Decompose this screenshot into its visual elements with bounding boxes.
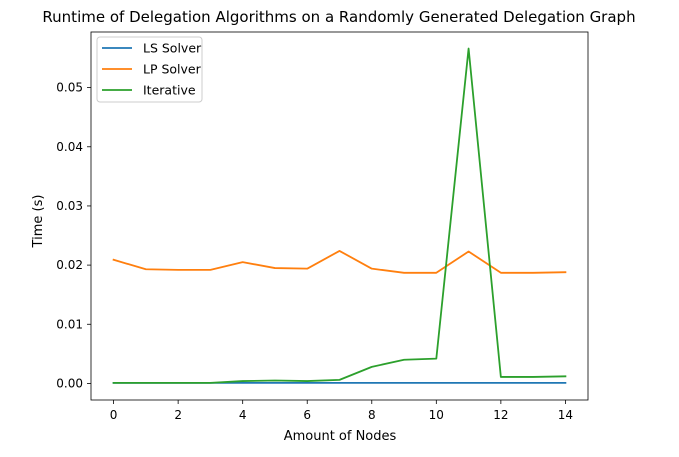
legend-label-iterative: Iterative <box>143 83 196 98</box>
y-axis: 0.00 0.01 0.02 0.03 0.04 0.05 <box>56 81 91 390</box>
series-layer <box>112 47 567 384</box>
x-axis-label: Amount of Nodes <box>284 429 397 444</box>
x-tick-label: 6 <box>303 408 311 422</box>
x-axis: 0 2 4 6 8 10 12 14 <box>110 400 573 422</box>
y-tick-label: 0.05 <box>56 81 83 95</box>
y-tick-label: 0.03 <box>56 199 83 213</box>
legend-label-lp-solver: LP Solver <box>143 62 202 77</box>
y-tick-label: 0.02 <box>56 258 83 272</box>
legend-box <box>96 36 203 103</box>
x-tick-label: 14 <box>558 408 573 422</box>
x-tick-label: 2 <box>174 408 182 422</box>
chart-title: Runtime of Delegation Algorithms on a Ra… <box>42 8 635 26</box>
y-tick-label: 0.04 <box>56 140 83 154</box>
y-axis-label: Time (s) <box>31 195 46 249</box>
x-tick-label: 10 <box>429 408 444 422</box>
y-tick-label: 0.00 <box>56 376 83 390</box>
legend: LS Solver LP Solver Iterative <box>96 36 203 103</box>
series-line-iterative <box>112 47 567 384</box>
x-tick-label: 12 <box>493 408 508 422</box>
x-tick-label: 8 <box>368 408 376 422</box>
legend-label-ls-solver: LS Solver <box>143 41 202 56</box>
y-tick-label: 0.01 <box>56 317 83 331</box>
x-tick-label: 4 <box>239 408 247 422</box>
x-tick-label: 0 <box>110 408 118 422</box>
